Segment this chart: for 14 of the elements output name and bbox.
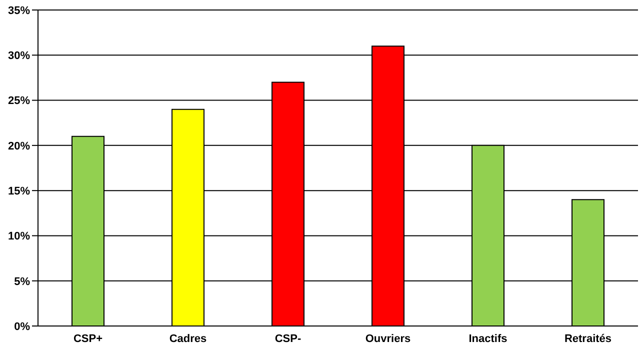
y-tick-label: 10% — [8, 230, 30, 243]
x-tick-label: Retraités — [564, 332, 612, 345]
x-tick-label: CSP- — [274, 332, 302, 345]
x-tick-label: Cadres — [169, 332, 207, 345]
y-tick-label: 35% — [8, 4, 30, 17]
x-tick-label: Inactifs — [468, 332, 508, 345]
x-tick-label: Ouvriers — [365, 332, 411, 345]
x-tick-label: CSP+ — [73, 332, 103, 345]
y-tick-label: 20% — [8, 140, 30, 152]
y-tick-label: 5% — [14, 276, 30, 288]
y-tick-label: 15% — [8, 185, 30, 198]
y-tick-label: 30% — [8, 50, 30, 62]
y-tick-label: 0% — [14, 320, 30, 333]
y-tick-label: 25% — [8, 95, 30, 108]
